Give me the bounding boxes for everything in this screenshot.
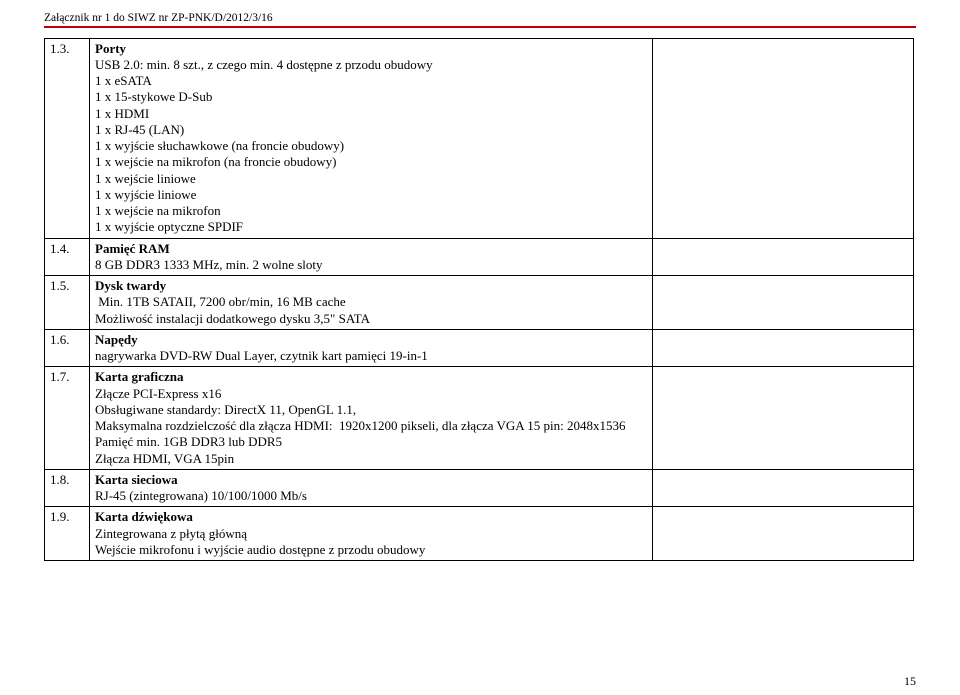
row-title: Porty: [95, 41, 126, 56]
row-blank: [653, 238, 914, 276]
row-body: Napędynagrywarka DVD-RW Dual Layer, czyt…: [90, 329, 653, 367]
row-blank: [653, 507, 914, 561]
row-title: Karta sieciowa: [95, 472, 178, 487]
table-row: 1.6.Napędynagrywarka DVD-RW Dual Layer, …: [45, 329, 914, 367]
row-line: 1 x HDMI: [95, 106, 149, 121]
row-line: USB 2.0: min. 8 szt., z czego min. 4 dos…: [95, 57, 433, 72]
row-title: Napędy: [95, 332, 138, 347]
table-row: 1.4.Pamięć RAM8 GB DDR3 1333 MHz, min. 2…: [45, 238, 914, 276]
row-title: Karta dźwiękowa: [95, 509, 193, 524]
row-line: 1 x wyjście optyczne SPDIF: [95, 219, 243, 234]
spec-table: 1.3.PortyUSB 2.0: min. 8 szt., z czego m…: [44, 38, 914, 562]
page-header: Załącznik nr 1 do SIWZ nr ZP-PNK/D/2012/…: [44, 12, 916, 24]
row-line: Obsługiwane standardy: DirectX 11, OpenG…: [95, 402, 356, 417]
table-row: 1.9. Karta dźwiękowa Zintegrowana z płytą …: [45, 507, 914, 561]
row-number: 1.6.: [45, 329, 90, 367]
row-line: RJ-45 (zintegrowana) 10/100/1000 Mb/s: [95, 488, 307, 503]
row-blank: [653, 367, 914, 470]
row-line: Zintegrowana z płytą główną: [95, 526, 247, 541]
row-title: Dysk twardy: [95, 278, 166, 293]
header-underline: [44, 26, 916, 28]
row-blank: [653, 329, 914, 367]
row-blank: [653, 469, 914, 507]
row-line: 1 x 15-stykowe D-Sub: [95, 89, 212, 104]
row-title: Karta graficzna: [95, 369, 183, 384]
row-title: Pamięć RAM: [95, 241, 170, 256]
table-row: 1.8.Karta sieciowaRJ-45 (zintegrowana) 1…: [45, 469, 914, 507]
table-row: 1.5.Dysk twardy Min. 1TB SATAII, 7200 ob…: [45, 276, 914, 330]
row-body: Karta graficzna Złącze PCI-Express x16Obs…: [90, 367, 653, 470]
row-line: Maksymalna rozdzielczość dla złącza HDMI…: [95, 418, 625, 433]
row-line: nagrywarka DVD-RW Dual Layer, czytnik ka…: [95, 348, 428, 363]
row-number: 1.8.: [45, 469, 90, 507]
row-line: Złącze PCI-Express x16: [95, 386, 221, 401]
row-number: 1.4.: [45, 238, 90, 276]
row-blank: [653, 276, 914, 330]
row-line: 1 x wejście na mikrofon (na froncie obud…: [95, 154, 337, 169]
row-body: Pamięć RAM8 GB DDR3 1333 MHz, min. 2 wol…: [90, 238, 653, 276]
row-line: 1 x eSATA: [95, 73, 152, 88]
row-body: Karta sieciowaRJ-45 (zintegrowana) 10/10…: [90, 469, 653, 507]
row-blank: [653, 38, 914, 238]
row-line: Min. 1TB SATAII, 7200 obr/min, 16 MB cac…: [95, 294, 346, 309]
row-body: PortyUSB 2.0: min. 8 szt., z czego min. …: [90, 38, 653, 238]
row-line: Możliwość instalacji dodatkowego dysku 3…: [95, 311, 370, 326]
row-number: 1.5.: [45, 276, 90, 330]
row-line: Pamięć min. 1GB DDR3 lub DDR5: [95, 434, 282, 449]
row-line: 1 x wejście liniowe: [95, 171, 196, 186]
row-body: Dysk twardy Min. 1TB SATAII, 7200 obr/mi…: [90, 276, 653, 330]
row-line: 1 x wyjście liniowe: [95, 187, 196, 202]
row-line: Wejście mikrofonu i wyjście audio dostęp…: [95, 542, 425, 557]
row-number: 1.9.: [45, 507, 90, 561]
table-row: 1.7. Karta graficzna Złącze PCI-Express x1…: [45, 367, 914, 470]
row-body: Karta dźwiękowa Zintegrowana z płytą głów…: [90, 507, 653, 561]
row-number: 1.3.: [45, 38, 90, 238]
row-line: 8 GB DDR3 1333 MHz, min. 2 wolne sloty: [95, 257, 323, 272]
row-line: 1 x wyjście słuchawkowe (na froncie obud…: [95, 138, 344, 153]
row-line: Złącza HDMI, VGA 15pin: [95, 451, 234, 466]
table-row: 1.3.PortyUSB 2.0: min. 8 szt., z czego m…: [45, 38, 914, 238]
page: Załącznik nr 1 do SIWZ nr ZP-PNK/D/2012/…: [0, 0, 960, 695]
row-line: 1 x wejście na mikrofon: [95, 203, 221, 218]
page-number: 15: [904, 674, 916, 689]
row-number: 1.7.: [45, 367, 90, 470]
row-line: 1 x RJ-45 (LAN): [95, 122, 184, 137]
